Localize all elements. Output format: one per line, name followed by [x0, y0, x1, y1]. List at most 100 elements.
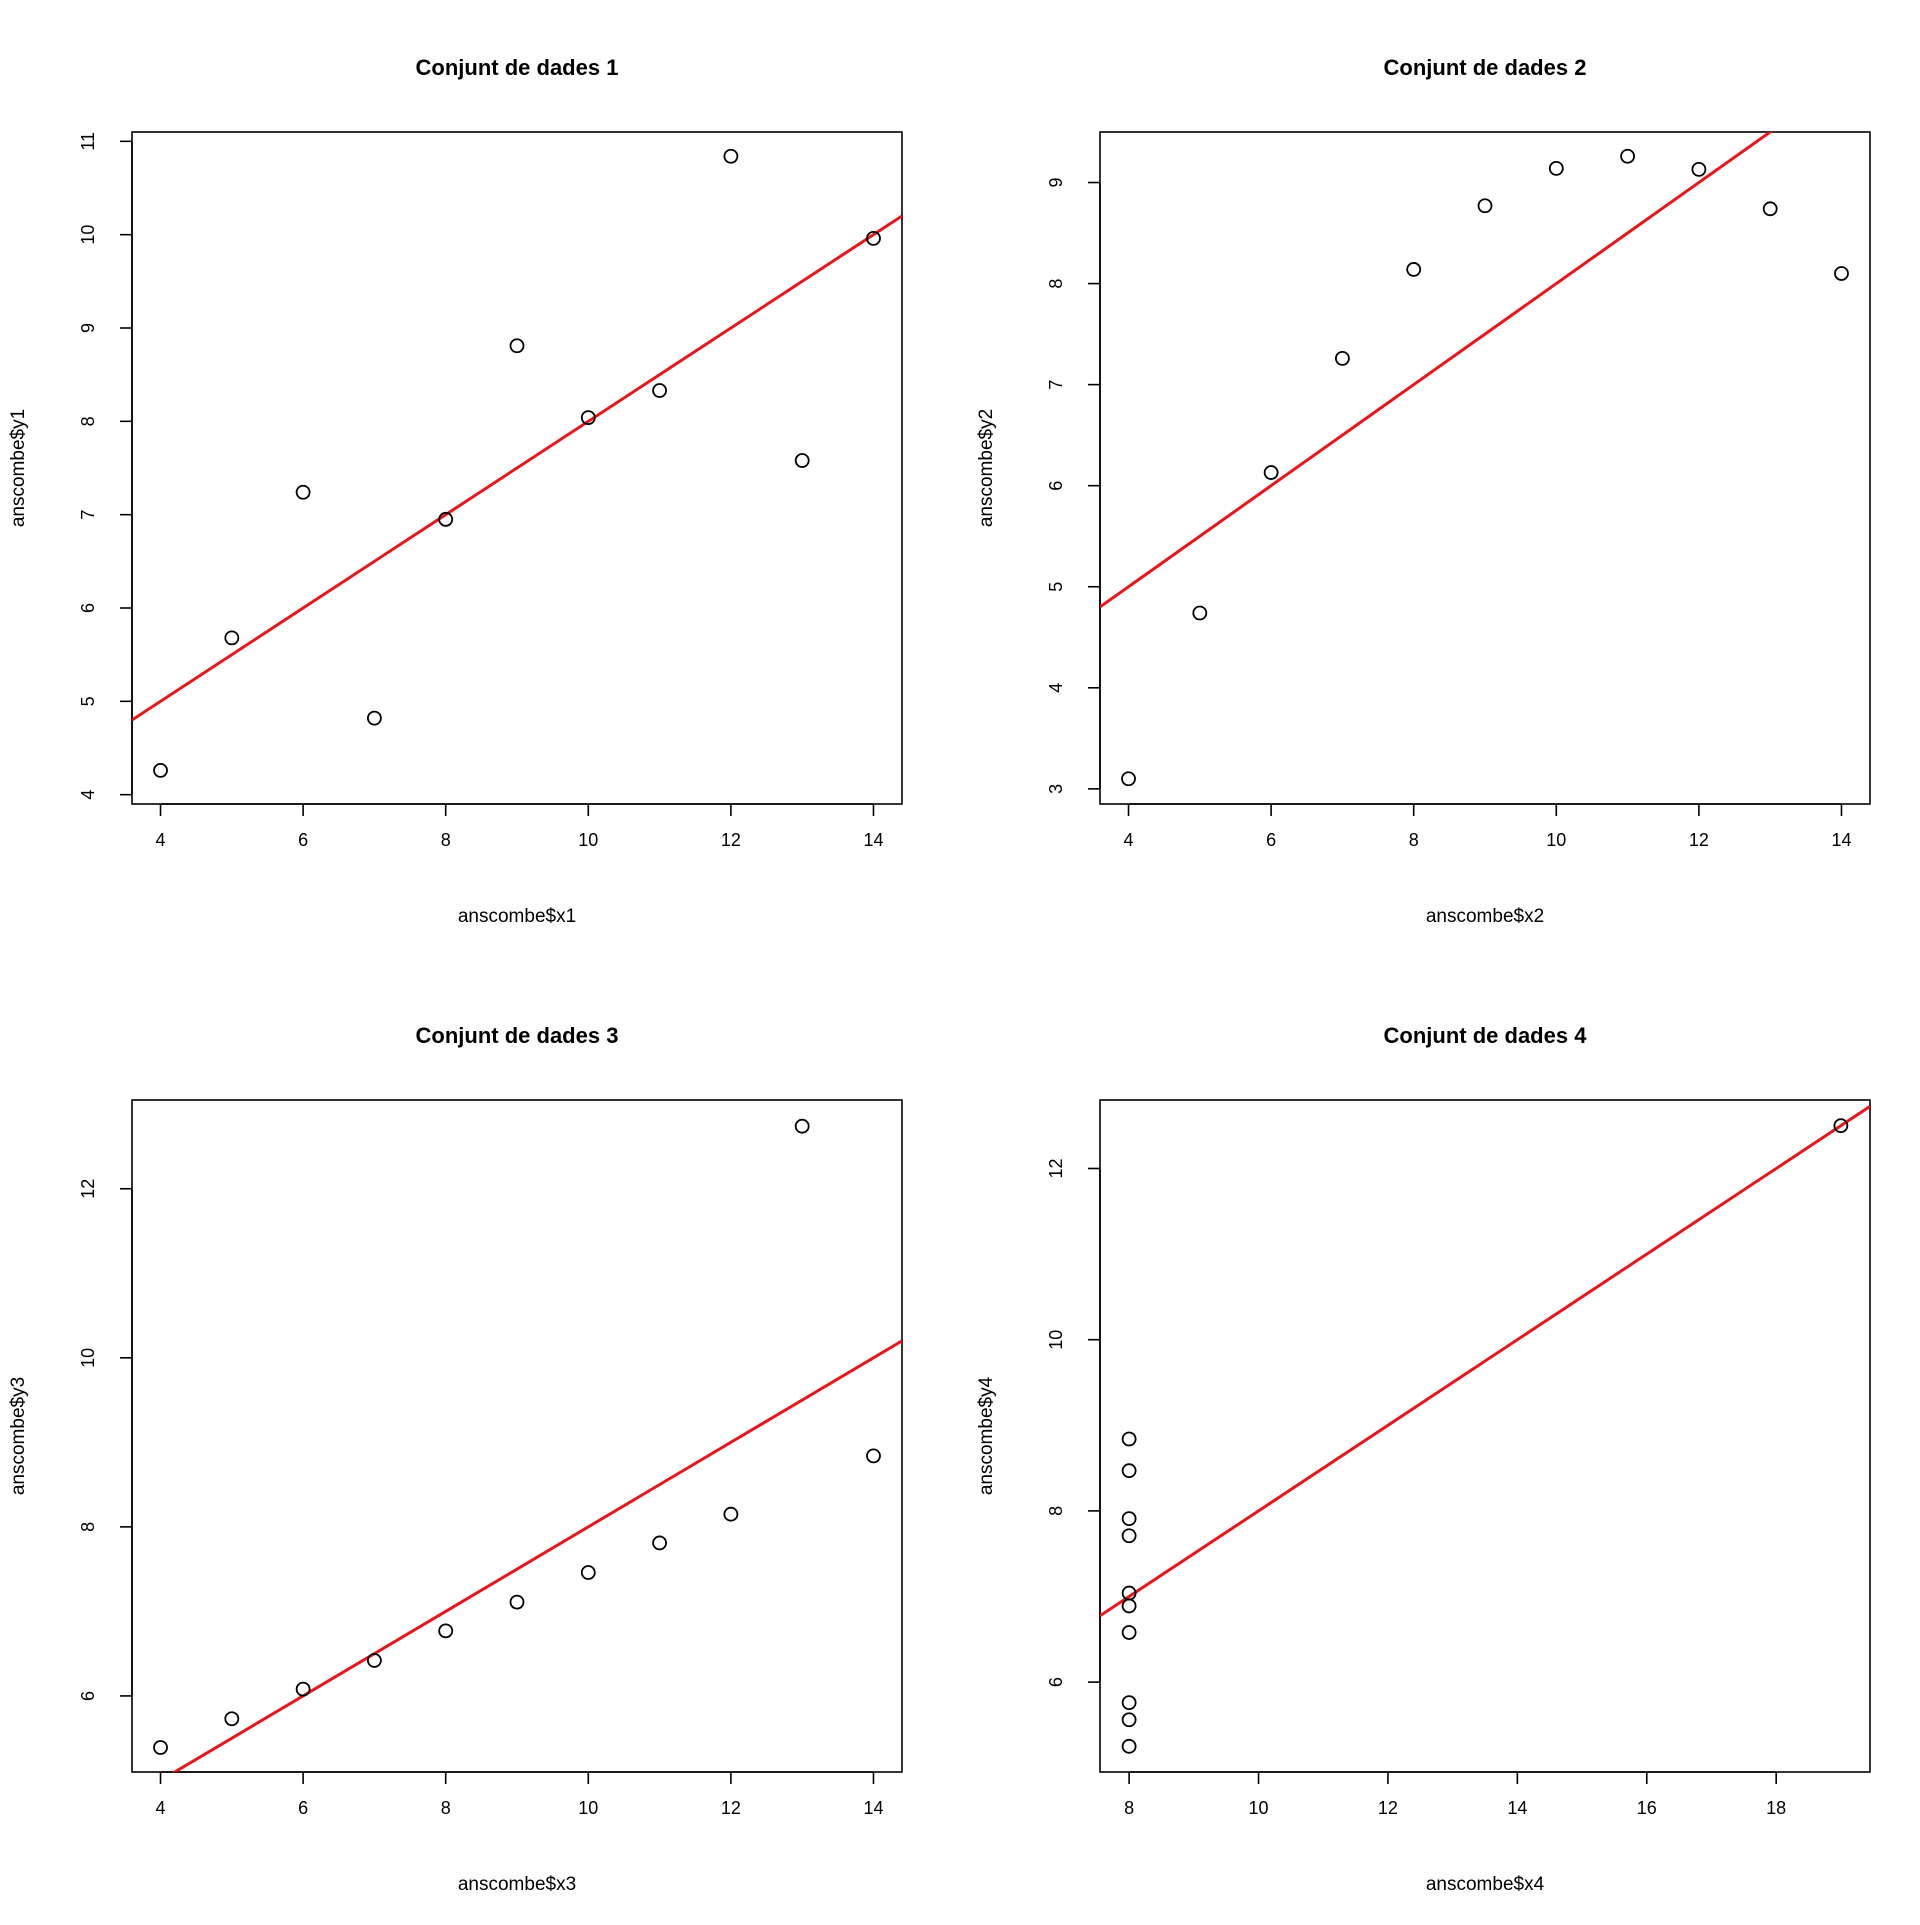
plot-frame [1099, 131, 1871, 805]
data-point [1121, 1598, 1137, 1614]
data-point [438, 511, 454, 527]
x-tick-label: 12 [721, 1798, 741, 1818]
data-point [509, 1594, 525, 1610]
x-axis-label: anscombe$x3 [458, 1874, 576, 1895]
data-point [509, 338, 525, 354]
plot-frame [131, 1099, 903, 1773]
data-point [1121, 1528, 1137, 1544]
data-point [1548, 160, 1564, 176]
y-axis-label: anscombe$y2 [976, 409, 997, 527]
x-tick-label: 6 [298, 830, 308, 850]
y-tick-label: 8 [78, 416, 98, 426]
data-point [1477, 198, 1493, 214]
x-tick-label: 6 [298, 1798, 308, 1818]
data-point [794, 1118, 810, 1134]
y-tick-label: 5 [1046, 582, 1066, 592]
data-point [1762, 201, 1778, 217]
data-point [1263, 465, 1279, 480]
panel-1: Conjunt de dades 1 4 6 8 10 12 14 4 5 6 7 8 9 10 11 ans… [8, 55, 903, 927]
panel-2: Conjunt de dades 2 4 6 8 10 12 14 3 4 5 6 7 8 9 anscom… [976, 55, 1871, 927]
data-point [652, 383, 667, 398]
x-tick-label: 10 [1249, 1798, 1269, 1818]
x-tick-label: 14 [863, 830, 883, 850]
y-tick-label: 9 [78, 323, 98, 333]
data-point [1121, 1712, 1137, 1728]
data-point [295, 484, 311, 500]
regression-line [1100, 1105, 1870, 1618]
x-tick-label: 14 [863, 1798, 883, 1818]
data-point [1691, 161, 1707, 177]
data-point [1406, 262, 1422, 277]
data-point [1121, 1431, 1137, 1447]
x-axis-label: anscombe$x1 [458, 906, 576, 927]
data-point [1121, 1463, 1137, 1479]
data-point [1833, 1118, 1849, 1134]
y-tick-label: 11 [78, 132, 98, 151]
y-axis-label: anscombe$y3 [8, 1377, 29, 1495]
data-point [1335, 350, 1350, 366]
y-tick-label: 4 [1046, 683, 1066, 693]
y-tick-label: 6 [78, 1691, 98, 1701]
chart-title: Conjunt de dades 4 [1384, 1023, 1588, 1048]
x-axis-label: anscombe$x2 [1426, 906, 1544, 927]
data-point [723, 148, 739, 164]
y-tick-label: 12 [1046, 1158, 1066, 1178]
data-point [1121, 1738, 1137, 1754]
x-tick-label: 14 [1831, 830, 1851, 850]
plot-frame [1099, 1099, 1871, 1773]
y-axis-label: anscombe$y1 [8, 409, 29, 527]
y-tick-label: 7 [78, 510, 98, 520]
x-tick-label: 10 [578, 1798, 598, 1818]
y-tick-label: 10 [78, 225, 98, 245]
data-point [580, 1565, 596, 1580]
y-tick-label: 12 [78, 1179, 98, 1199]
data-point [866, 1448, 881, 1464]
x-tick-label: 8 [441, 830, 451, 850]
data-point [153, 763, 168, 778]
data-point [224, 1711, 240, 1727]
data-point [295, 1681, 311, 1697]
data-point [1121, 1625, 1137, 1640]
x-tick-label: 8 [1409, 830, 1419, 850]
data-point [652, 1535, 667, 1551]
x-tick-label: 18 [1766, 1798, 1786, 1818]
data-point [580, 410, 596, 426]
data-point [1121, 1695, 1137, 1711]
data-point [367, 710, 382, 726]
data-point [1121, 771, 1136, 787]
y-tick-label: 9 [1046, 178, 1066, 188]
regression-line [1100, 132, 1773, 609]
x-tick-label: 8 [1124, 1798, 1134, 1818]
panel-4: Conjunt de dades 4 8 10 12 14 16 18 6 8 10 12 ansco… [976, 1023, 1871, 1895]
regression-line [171, 1339, 902, 1772]
x-tick-label: 6 [1266, 830, 1276, 850]
x-tick-label: 4 [1124, 830, 1134, 850]
x-tick-label: 12 [1689, 830, 1709, 850]
y-tick-label: 8 [1046, 1506, 1066, 1516]
regression-line [132, 214, 902, 722]
x-tick-label: 10 [1546, 830, 1566, 850]
x-tick-label: 14 [1507, 1798, 1527, 1818]
chart-title: Conjunt de dades 3 [416, 1023, 619, 1048]
data-point [1620, 148, 1635, 164]
data-point [224, 630, 240, 646]
y-tick-label: 10 [1046, 1330, 1066, 1350]
x-tick-label: 8 [441, 1798, 451, 1818]
x-tick-label: 12 [1378, 1798, 1398, 1818]
x-tick-label: 16 [1637, 1798, 1657, 1818]
y-tick-label: 10 [78, 1348, 98, 1368]
data-point [723, 1506, 739, 1522]
x-tick-label: 12 [721, 830, 741, 850]
y-tick-label: 8 [78, 1522, 98, 1532]
x-tick-label: 10 [578, 830, 598, 850]
data-point [794, 453, 810, 468]
y-tick-label: 5 [78, 696, 98, 706]
data-point [438, 1623, 454, 1639]
x-tick-label: 4 [156, 1798, 166, 1818]
y-axis-label: anscombe$y4 [976, 1376, 997, 1495]
y-tick-label: 4 [78, 790, 98, 800]
data-point [1834, 266, 1849, 281]
chart-title: Conjunt de dades 2 [1384, 55, 1587, 80]
